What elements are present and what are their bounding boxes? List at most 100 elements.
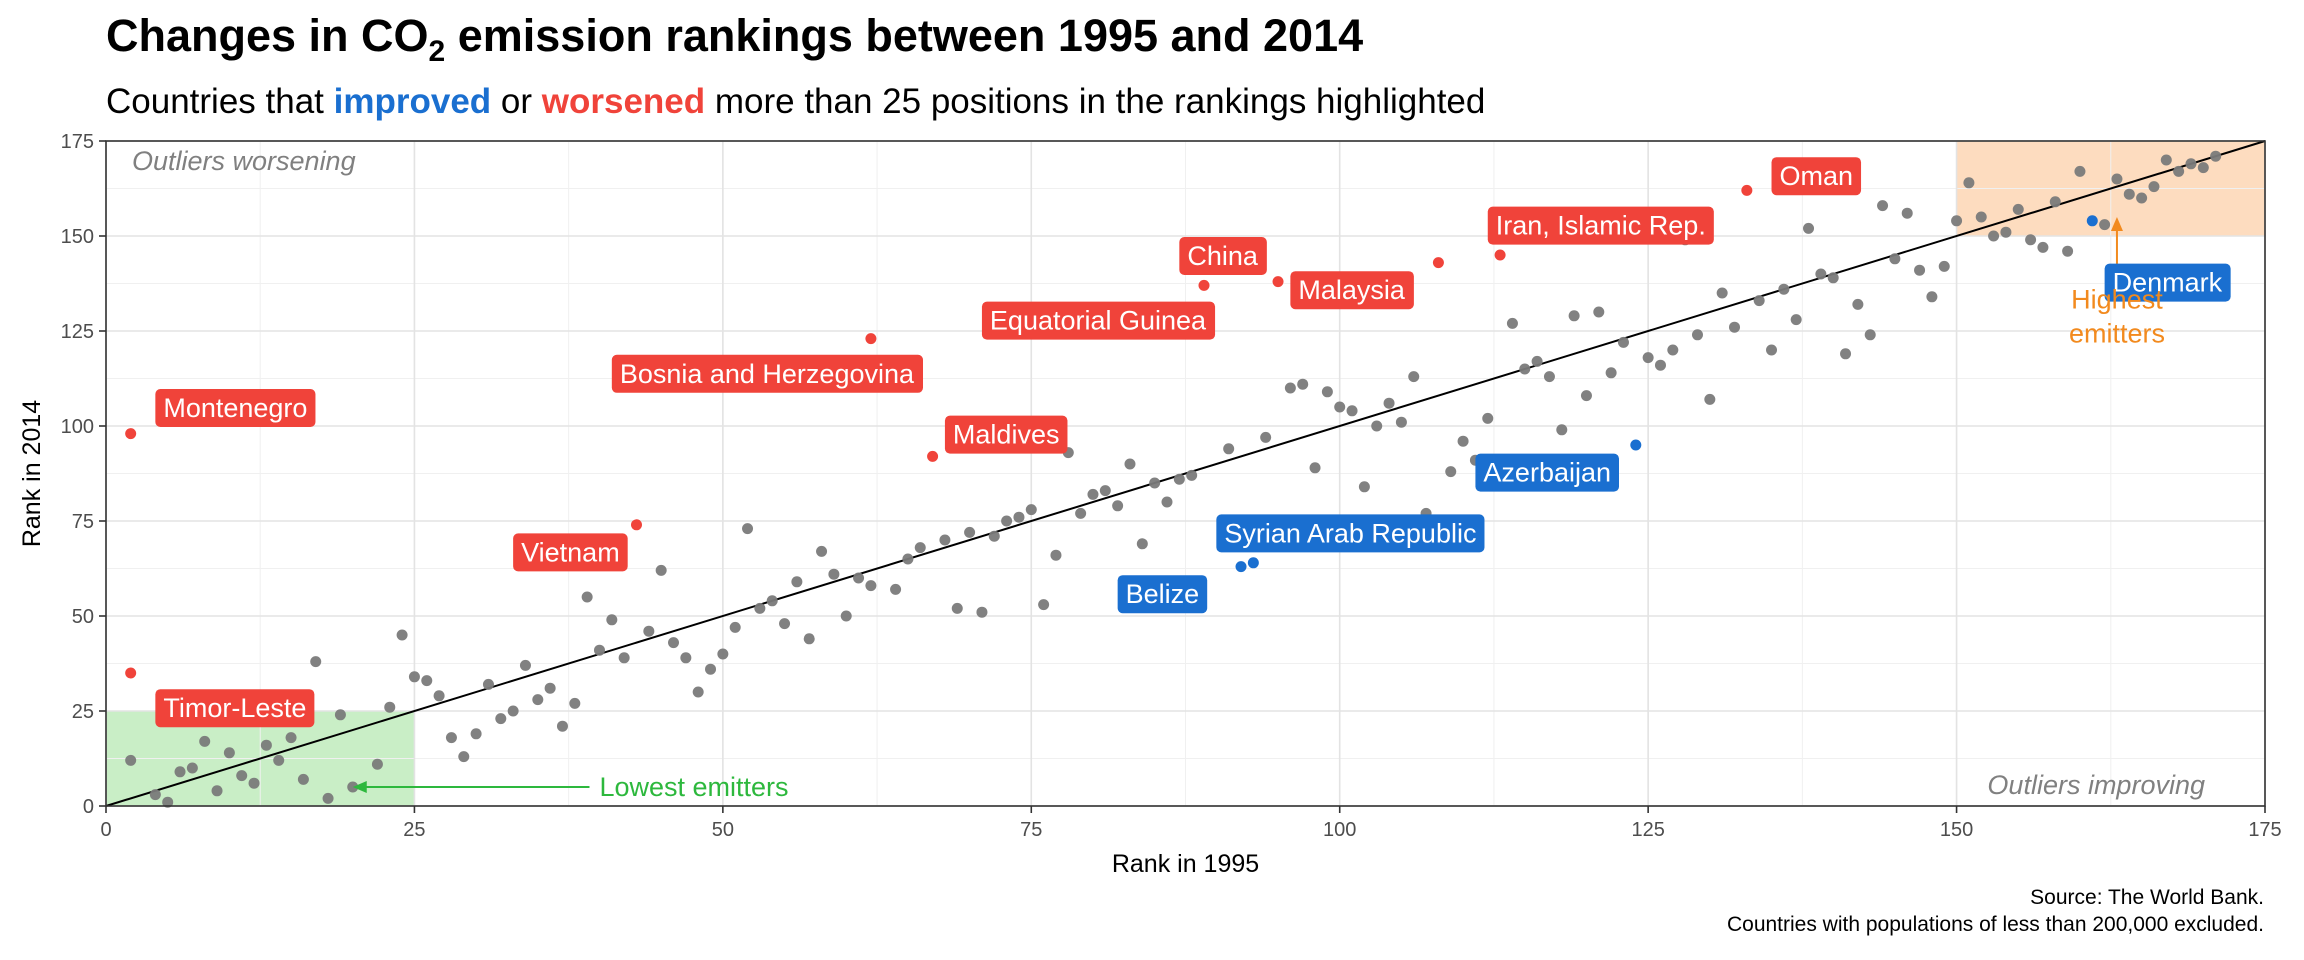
data-point — [408, 671, 420, 683]
y-tick-label: 100 — [61, 416, 94, 438]
data-point — [1617, 336, 1629, 348]
x-tick-label: 0 — [100, 819, 111, 841]
data-point — [1112, 500, 1124, 512]
data-point — [1445, 466, 1457, 478]
data-point — [1605, 367, 1617, 379]
data-point — [988, 530, 1000, 542]
data-point — [1963, 177, 1975, 189]
data-point — [1840, 348, 1852, 360]
worsened-point — [927, 450, 939, 462]
data-point — [1938, 260, 1950, 272]
point-label-text: Vietnam — [521, 537, 620, 567]
data-point — [754, 602, 766, 614]
data-point — [236, 770, 248, 782]
data-point — [396, 629, 408, 641]
worsened-point — [125, 428, 137, 440]
y-axis-title: Rank in 2014 — [18, 400, 46, 547]
point-label-text: Oman — [1780, 161, 1854, 191]
point-label-box — [981, 301, 1216, 340]
data-point — [951, 602, 963, 614]
data-point — [705, 663, 717, 675]
data-point — [297, 773, 309, 785]
data-point — [2062, 245, 2074, 257]
data-point — [593, 644, 605, 656]
data-point — [1136, 538, 1148, 550]
highest-emitters-label-line: Highest — [2071, 284, 2163, 314]
data-point — [125, 754, 137, 766]
data-point — [1124, 458, 1136, 470]
highest-emitters-label: Highest emitters — [2069, 284, 2165, 348]
data-point — [2037, 241, 2049, 253]
data-point — [1482, 412, 1494, 424]
data-point — [1050, 549, 1062, 561]
data-point — [791, 576, 803, 588]
data-point — [939, 534, 951, 546]
data-point — [273, 754, 285, 766]
data-point — [1099, 485, 1111, 497]
data-point — [162, 796, 174, 808]
data-point — [1149, 477, 1161, 489]
caption-note: Countries with populations of less than … — [1726, 913, 2264, 936]
data-point — [914, 542, 926, 554]
worsened-point — [1741, 184, 1753, 196]
data-point — [1531, 355, 1543, 367]
data-point — [1321, 386, 1333, 398]
data-point — [248, 777, 260, 789]
point-label-text: Syrian Arab Republic — [1224, 518, 1476, 548]
data-point — [1186, 469, 1198, 481]
reference-line — [105, 140, 2266, 807]
data-point — [1790, 314, 1802, 326]
data-point — [779, 618, 791, 630]
x-tick-label: 125 — [1631, 819, 1664, 841]
point-label-box — [611, 354, 923, 393]
y-tick-label: 125 — [61, 321, 94, 343]
data-point — [1087, 488, 1099, 500]
data-point — [1383, 397, 1395, 409]
data-point — [1593, 306, 1605, 318]
x-tick-label: 75 — [1020, 819, 1042, 841]
data-point — [1358, 481, 1370, 493]
data-point — [1704, 393, 1716, 405]
data-point — [211, 785, 223, 797]
point-label-box — [944, 415, 1068, 454]
data-point — [2025, 234, 2037, 246]
data-point — [865, 580, 877, 592]
data-point — [1852, 298, 1864, 310]
x-tick-label: 50 — [712, 819, 734, 841]
point-label-box — [1179, 237, 1267, 275]
worsened-label: Maldives — [944, 415, 1068, 454]
plot-border — [105, 140, 2266, 807]
data-point — [729, 621, 741, 633]
data-point — [2185, 158, 2197, 170]
data-point — [976, 606, 988, 618]
data-point — [2123, 188, 2135, 200]
data-point — [384, 701, 396, 713]
improved-highlight: improved — [333, 82, 492, 121]
data-point — [581, 591, 593, 603]
data-point — [1877, 200, 1889, 212]
data-point — [1001, 515, 1013, 527]
data-point — [1914, 264, 1926, 276]
point-label-text: Maldives — [953, 420, 1060, 450]
y-tick-label: 50 — [72, 606, 94, 628]
data-point — [1013, 511, 1025, 523]
worsened-label: Bosnia and Herzegovina — [611, 354, 923, 393]
data-point — [1309, 462, 1321, 474]
y-tick-label: 150 — [61, 226, 94, 248]
data-point — [1827, 272, 1839, 284]
data-point — [964, 526, 976, 538]
chart-caption: Source: The World Bank. Countries with p… — [1727, 884, 2264, 938]
data-point — [470, 728, 482, 740]
data-point — [643, 625, 655, 637]
point-label-box — [1771, 157, 1862, 196]
chart-subtitle: Countries that improved or worsened more… — [106, 82, 1486, 121]
data-point — [1753, 295, 1765, 307]
lowest-emitters-arrowhead — [352, 781, 367, 793]
data-point — [1926, 291, 1938, 303]
data-point — [1691, 329, 1703, 341]
data-point — [2160, 154, 2172, 166]
data-point — [310, 656, 322, 668]
worsened-label: Oman — [1771, 157, 1862, 196]
point-label-box — [513, 533, 628, 572]
data-point — [519, 659, 531, 671]
